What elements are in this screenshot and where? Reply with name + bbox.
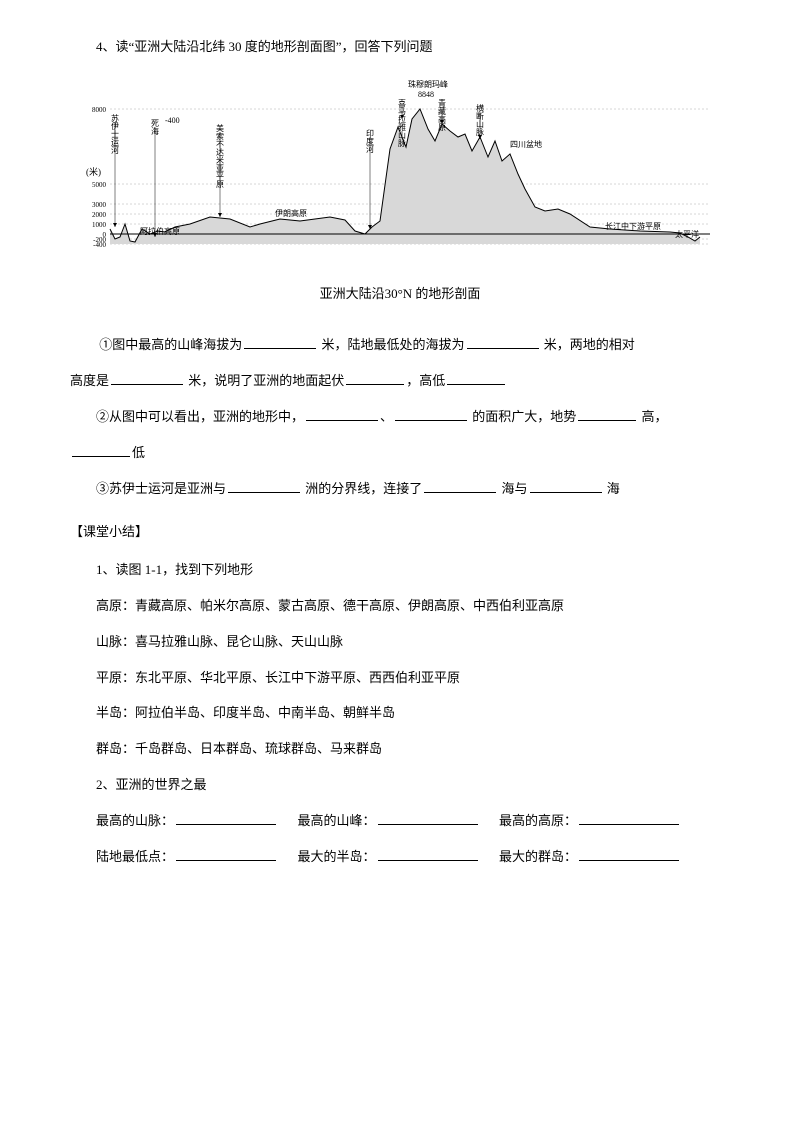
blank-terrain2[interactable] — [395, 407, 467, 421]
svg-text:3000: 3000 — [92, 201, 107, 209]
q1-p2c: ，高低 — [406, 373, 445, 388]
svg-text:喜马拉雅山脉: 喜马拉雅山脉 — [398, 98, 407, 147]
blank-relief[interactable] — [346, 371, 404, 385]
blank-plateau[interactable] — [579, 811, 679, 825]
q3-line: ③苏伊士运河是亚洲与 洲的分界线，连接了 海与 海 — [70, 472, 730, 506]
s1-shanmai: 山脉：喜马拉雅山脉、昆仑山脉、天山山脉 — [70, 625, 730, 659]
s2a-b: 最高的山峰： — [298, 813, 376, 828]
blank-high[interactable] — [578, 407, 636, 421]
s1-bandao: 半岛：阿拉伯半岛、印度半岛、中南半岛、朝鲜半岛 — [70, 696, 730, 730]
blank-highlow[interactable] — [447, 371, 505, 385]
svg-text:8848: 8848 — [418, 90, 434, 99]
q1-line1: ①图中最高的山峰海拔为 米，陆地最低处的海拔为 米，两地的相对 — [70, 328, 730, 362]
q2-line1: ②从图中可以看出，亚洲的地形中， 、 的面积广大，地势 高， — [70, 400, 730, 434]
q1-p1b: 米，陆地最低处的海拔为 — [318, 337, 464, 352]
blank-peak-alt[interactable] — [244, 335, 316, 349]
svg-text:-400: -400 — [93, 241, 106, 249]
blank-lowest[interactable] — [176, 847, 276, 861]
s1-qundao: 群岛：千岛群岛、日本群岛、琉球群岛、马来群岛 — [70, 732, 730, 766]
q3b: 洲的分界线，连接了 — [302, 481, 422, 496]
blank-continent[interactable] — [228, 479, 300, 493]
blank-low[interactable] — [72, 443, 130, 457]
blank-rel-height[interactable] — [111, 371, 183, 385]
blank-sea2[interactable] — [530, 479, 602, 493]
q4-title: 4、读“亚洲大陆沿北纬 30 度的地形剖面图”，回答下列问题 — [70, 30, 730, 64]
s2-row1: 最高的山脉： 最高的山峰： 最高的高原： — [70, 804, 730, 838]
svg-text:长江中下游平原: 长江中下游平原 — [605, 221, 661, 231]
blank-archipelago[interactable] — [579, 847, 679, 861]
blank-sea1[interactable] — [424, 479, 496, 493]
s2-row2: 陆地最低点： 最大的半岛： 最大的群岛： — [70, 840, 730, 874]
q1-p1c: 米，两地的相对 — [541, 337, 635, 352]
s2b-b: 最大的半岛： — [298, 849, 376, 864]
s2-title: 2、亚洲的世界之最 — [70, 768, 730, 802]
q1-line2: 高度是 米，说明了亚洲的地面起伏 ，高低 — [70, 364, 730, 398]
q2e: 低 — [132, 445, 145, 460]
s2a-a: 最高的山脉： — [96, 813, 174, 828]
q1-p2b: 米，说明了亚洲的地面起伏 — [185, 373, 344, 388]
svg-text:8000: 8000 — [92, 106, 107, 114]
s1-title: 1、读图 1-1，找到下列地形 — [70, 553, 730, 587]
blank-mountain-range[interactable] — [176, 811, 276, 825]
blank-peninsula[interactable] — [378, 847, 478, 861]
terrain-profile-chart: 010002000300050008000-200-400 苏伊士运河死海-40… — [70, 79, 730, 272]
s1-pingyuan: 平原：东北平原、华北平原、长江中下游平原、西西伯利亚平原 — [70, 661, 730, 695]
q3c: 海与 — [498, 481, 527, 496]
svg-text:四川盆地: 四川盆地 — [510, 139, 542, 149]
chart-caption: 亚洲大陆沿30°N 的地形剖面 — [70, 277, 730, 311]
q2a: ②从图中可以看出，亚洲的地形中， — [96, 409, 304, 424]
q3d: 海 — [604, 481, 620, 496]
svg-text:-400: -400 — [165, 116, 180, 125]
svg-text:5000: 5000 — [92, 181, 107, 189]
q3a: ③苏伊士运河是亚洲与 — [96, 481, 226, 496]
s2b-a: 陆地最低点： — [96, 849, 174, 864]
svg-text:(米): (米) — [86, 166, 101, 177]
summary-heading: 【课堂小结】 — [70, 515, 730, 549]
svg-text:珠穆朗玛峰: 珠穆朗玛峰 — [408, 79, 448, 89]
svg-text:2000: 2000 — [92, 211, 107, 219]
blank-peak[interactable] — [378, 811, 478, 825]
blank-terrain1[interactable] — [306, 407, 378, 421]
svg-text:印度河: 印度河 — [366, 129, 375, 153]
blank-low-alt[interactable] — [467, 335, 539, 349]
q2-line2: 低 — [70, 436, 730, 470]
q2c: 的面积广大，地势 — [469, 409, 576, 424]
svg-text:美索不达米亚平原: 美索不达米亚平原 — [216, 123, 225, 188]
svg-text:横断山脉: 横断山脉 — [476, 103, 485, 136]
svg-text:苏伊士运河: 苏伊士运河 — [111, 113, 120, 154]
q1-p2a: 高度是 — [70, 373, 109, 388]
s1-gaoyuan: 高原：青藏高原、帕米尔高原、蒙古高原、德干高原、伊朗高原、中西伯利亚高原 — [70, 589, 730, 623]
s2b-c: 最大的群岛： — [499, 849, 577, 864]
q2b: 、 — [380, 409, 393, 424]
svg-text:1000: 1000 — [92, 221, 107, 229]
svg-text:青藏高原: 青藏高原 — [438, 98, 447, 131]
svg-text:伊朗高原: 伊朗高原 — [275, 208, 307, 218]
q1-p1a: ①图中最高的山峰海拔为 — [99, 337, 242, 352]
svg-text:死海: 死海 — [151, 119, 160, 136]
q2d: 高， — [638, 409, 667, 424]
s2a-c: 最高的高原： — [499, 813, 577, 828]
